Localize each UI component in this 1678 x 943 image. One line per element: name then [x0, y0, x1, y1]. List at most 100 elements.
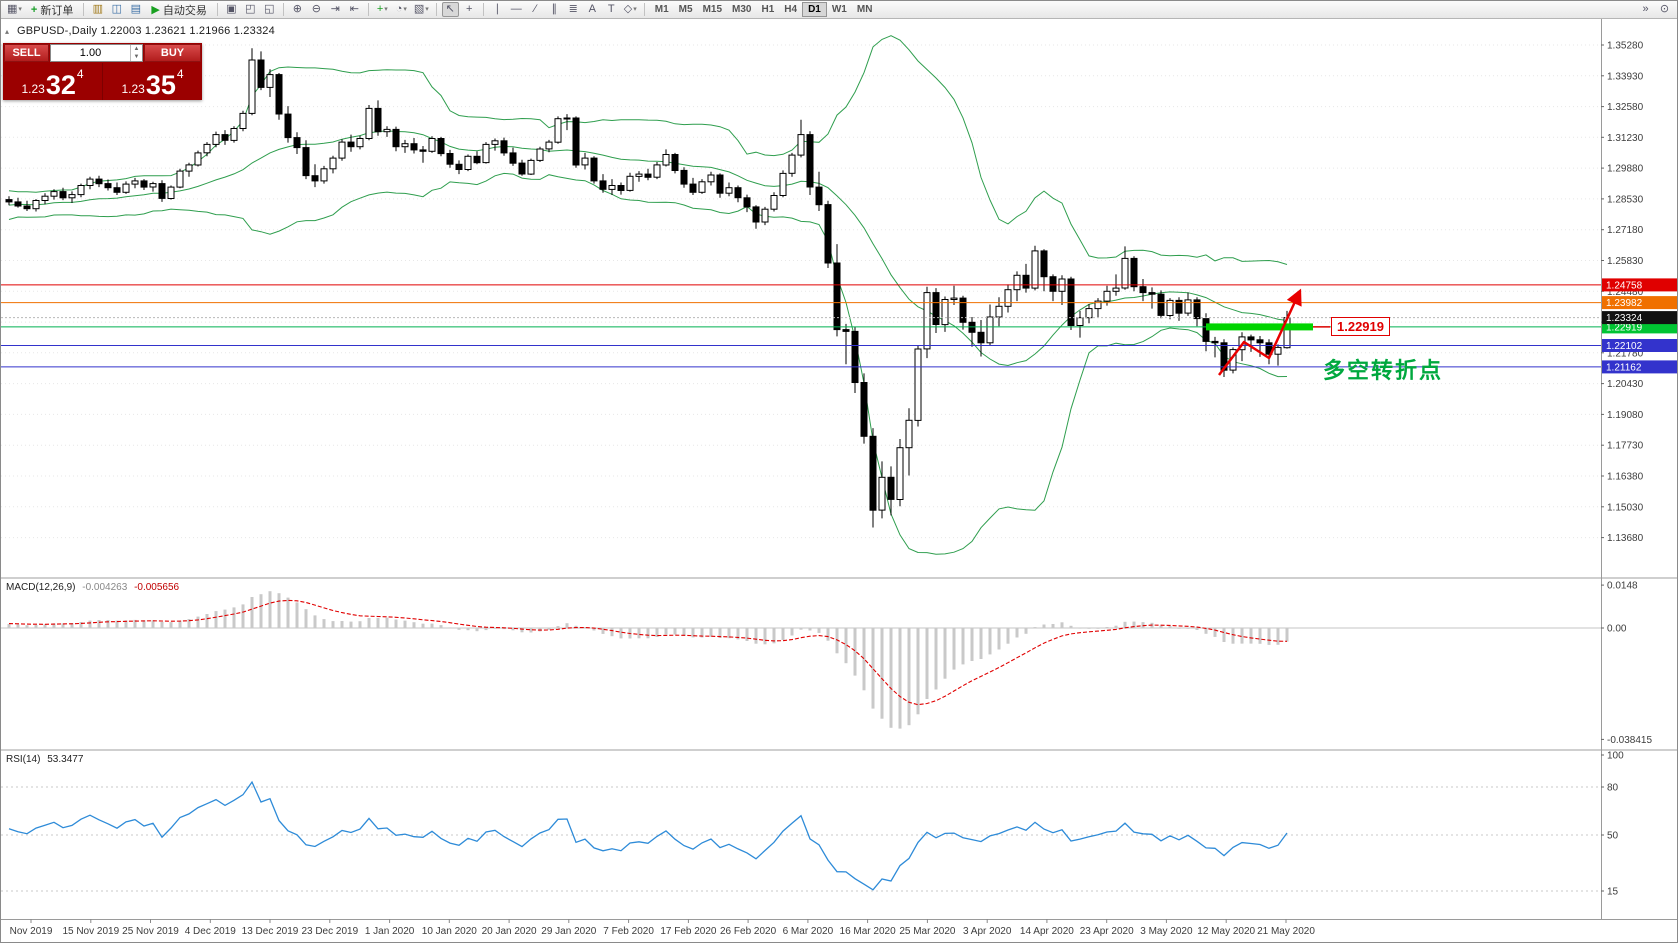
- svg-text:1.21780: 1.21780: [1607, 348, 1644, 359]
- svg-text:1.29880: 1.29880: [1607, 164, 1644, 175]
- new-chart-icon[interactable]: ▦ ▾: [7, 3, 22, 15]
- macd-panel: [1, 591, 1601, 729]
- price-tag[interactable]: 1.24758: [1602, 278, 1678, 292]
- auto-scroll-icon[interactable]: ⇥: [330, 3, 340, 15]
- templates-icon[interactable]: ▧ ▾: [413, 3, 429, 15]
- svg-text:1.23982: 1.23982: [1606, 298, 1643, 309]
- indicators-icon[interactable]: + ▾: [376, 3, 388, 15]
- candlesticks: [5, 48, 1291, 528]
- price-axis[interactable]: 1.35280 1.33930 1.32580 1.31230 1.29880 1.285…: [1601, 41, 1644, 545]
- chevron-down-icon: ▾: [384, 6, 388, 13]
- turning-point-annotation[interactable]: 多空转折点: [1323, 358, 1444, 383]
- svg-text:12 May 2020: 12 May 2020: [1197, 926, 1255, 937]
- svg-text:1.24480: 1.24480: [1607, 287, 1644, 298]
- new-order-button[interactable]: + 新订单: [26, 2, 78, 17]
- one-click-trading-panel: SELL 1.00 ▲ ▼ BUY 1.23 32 4 1.23 35 4: [3, 43, 202, 100]
- support-zone-highlight[interactable]: [1206, 323, 1330, 331]
- svg-text:Nov 2019: Nov 2019: [10, 926, 53, 937]
- trend-arrow[interactable]: [1218, 288, 1302, 376]
- timeframe-button-m30[interactable]: M30: [732, 4, 752, 15]
- svg-text:1.20430: 1.20430: [1607, 379, 1644, 390]
- tile-windows-icon[interactable]: ▣: [226, 3, 237, 15]
- price-tag[interactable]: 1.23982: [1602, 296, 1678, 310]
- one-click-toggle-icon[interactable]: ▴: [5, 27, 10, 36]
- text-label-icon[interactable]: T: [607, 3, 615, 15]
- autotrading-button-label: 自动交易: [162, 4, 207, 17]
- toolbar-overflow-icon[interactable]: »: [1642, 3, 1649, 15]
- timeframe-button-h4[interactable]: H4: [784, 4, 798, 15]
- arrows-icon[interactable]: ◇ ▾: [623, 3, 637, 15]
- timeframe-button-d1[interactable]: D1: [802, 2, 827, 17]
- time-axis[interactable]: Nov 2019 15 Nov 2019 25 Nov 2019 4 Dec 2019…: [10, 919, 1316, 937]
- svg-text:23 Apr 2020: 23 Apr 2020: [1080, 926, 1134, 937]
- svg-text:0.0148: 0.0148: [1607, 581, 1638, 592]
- buy-price-display[interactable]: 1.23 35 4: [103, 63, 202, 100]
- svg-text:14 Apr 2020: 14 Apr 2020: [1020, 926, 1074, 937]
- svg-text:13 Dec 2019: 13 Dec 2019: [242, 926, 299, 937]
- chart-title: GBPUSD-,Daily 1.22003 1.23621 1.21966 1.…: [17, 25, 275, 37]
- svg-text:1.33930: 1.33930: [1607, 71, 1644, 82]
- data-window-icon[interactable]: ◫: [111, 3, 123, 15]
- crosshair-icon[interactable]: +: [466, 3, 473, 15]
- timeframe-button-m5[interactable]: M5: [678, 4, 693, 15]
- timeframe-button-mn[interactable]: MN: [856, 4, 873, 15]
- fibonacci-icon[interactable]: ≣: [568, 3, 578, 15]
- sell-button[interactable]: SELL: [4, 44, 49, 62]
- equidistant-channel-icon[interactable]: ∥: [551, 3, 558, 15]
- svg-text:1.22919: 1.22919: [1606, 322, 1643, 333]
- toolbar-separator: [367, 3, 369, 16]
- timeframe-button-m1[interactable]: M1: [654, 4, 669, 15]
- buy-button[interactable]: BUY: [144, 44, 201, 62]
- volume-stepper[interactable]: 1.00 ▲ ▼: [50, 44, 143, 62]
- indicator-axis: 0.0148 0.00 -0.038415 100 80 50 15: [1601, 581, 1652, 898]
- svg-text:100: 100: [1607, 751, 1624, 762]
- horizontal-line-icon[interactable]: —: [510, 3, 522, 15]
- rsi-indicator-label: RSI(14) 53.3477: [6, 754, 83, 765]
- panel-separator[interactable]: [1, 577, 1678, 579]
- volume-value[interactable]: 1.00: [79, 47, 102, 59]
- svg-text:25 Mar 2020: 25 Mar 2020: [899, 926, 956, 937]
- svg-text:1.24758: 1.24758: [1606, 280, 1643, 291]
- svg-text:50: 50: [1607, 831, 1619, 842]
- autotrading-button[interactable]: ▶ 自动交易: [146, 2, 211, 17]
- toolbar-separator: [282, 3, 284, 16]
- svg-text:26 Feb 2020: 26 Feb 2020: [720, 926, 777, 937]
- svg-text:16 Mar 2020: 16 Mar 2020: [840, 926, 897, 937]
- tile-vertical-icon[interactable]: ◱: [264, 3, 275, 15]
- svg-text:1.27180: 1.27180: [1607, 225, 1644, 236]
- svg-text:29 Jan 2020: 29 Jan 2020: [541, 926, 596, 937]
- svg-text:1.17730: 1.17730: [1607, 441, 1644, 452]
- quick-search-icon[interactable]: ⊙: [1659, 3, 1670, 15]
- level-price-callout[interactable]: 1.22919: [1331, 317, 1390, 336]
- zoom-out-icon[interactable]: ⊖: [311, 3, 321, 15]
- vertical-line-icon[interactable]: ∣: [494, 3, 501, 15]
- toolbar-separator: [216, 3, 218, 16]
- periods-icon[interactable]: ◔ ▾: [395, 3, 407, 15]
- timeframe-button-w1[interactable]: W1: [831, 4, 847, 15]
- sell-price-display[interactable]: 1.23 32 4: [3, 63, 103, 100]
- panel-separator[interactable]: [1, 749, 1678, 751]
- rsi-value: 53.3477: [47, 754, 84, 765]
- market-watch-icon[interactable]: ▥: [92, 3, 104, 15]
- trendline-icon[interactable]: ∕: [534, 3, 537, 15]
- svg-text:3 May 2020: 3 May 2020: [1140, 926, 1193, 937]
- cascade-windows-icon[interactable]: ◰: [245, 3, 256, 15]
- sell-price-sup: 4: [76, 67, 84, 81]
- text-icon[interactable]: A: [588, 3, 596, 15]
- volume-down-icon[interactable]: ▼: [133, 54, 140, 60]
- timeframe-button-m15[interactable]: M15: [702, 4, 723, 15]
- svg-text:1.22102: 1.22102: [1606, 341, 1643, 352]
- buy-price-big: 35: [145, 70, 176, 101]
- navigator-icon[interactable]: ▤: [130, 3, 142, 15]
- cursor-icon[interactable]: ↖: [441, 2, 459, 17]
- svg-text:21 May 2020: 21 May 2020: [1257, 926, 1315, 937]
- timeframe-button-h1[interactable]: H1: [761, 4, 775, 15]
- chevron-down-icon: ▾: [18, 6, 22, 13]
- volume-up-icon[interactable]: ▲: [133, 46, 140, 52]
- chart-shift-icon[interactable]: ⇤: [349, 3, 359, 15]
- zoom-in-icon[interactable]: ⊕: [292, 3, 302, 15]
- price-tag[interactable]: 1.22102: [1602, 339, 1678, 352]
- price-tag[interactable]: 1.21162: [1602, 360, 1678, 374]
- sell-price-prefix: 1.23: [21, 82, 45, 96]
